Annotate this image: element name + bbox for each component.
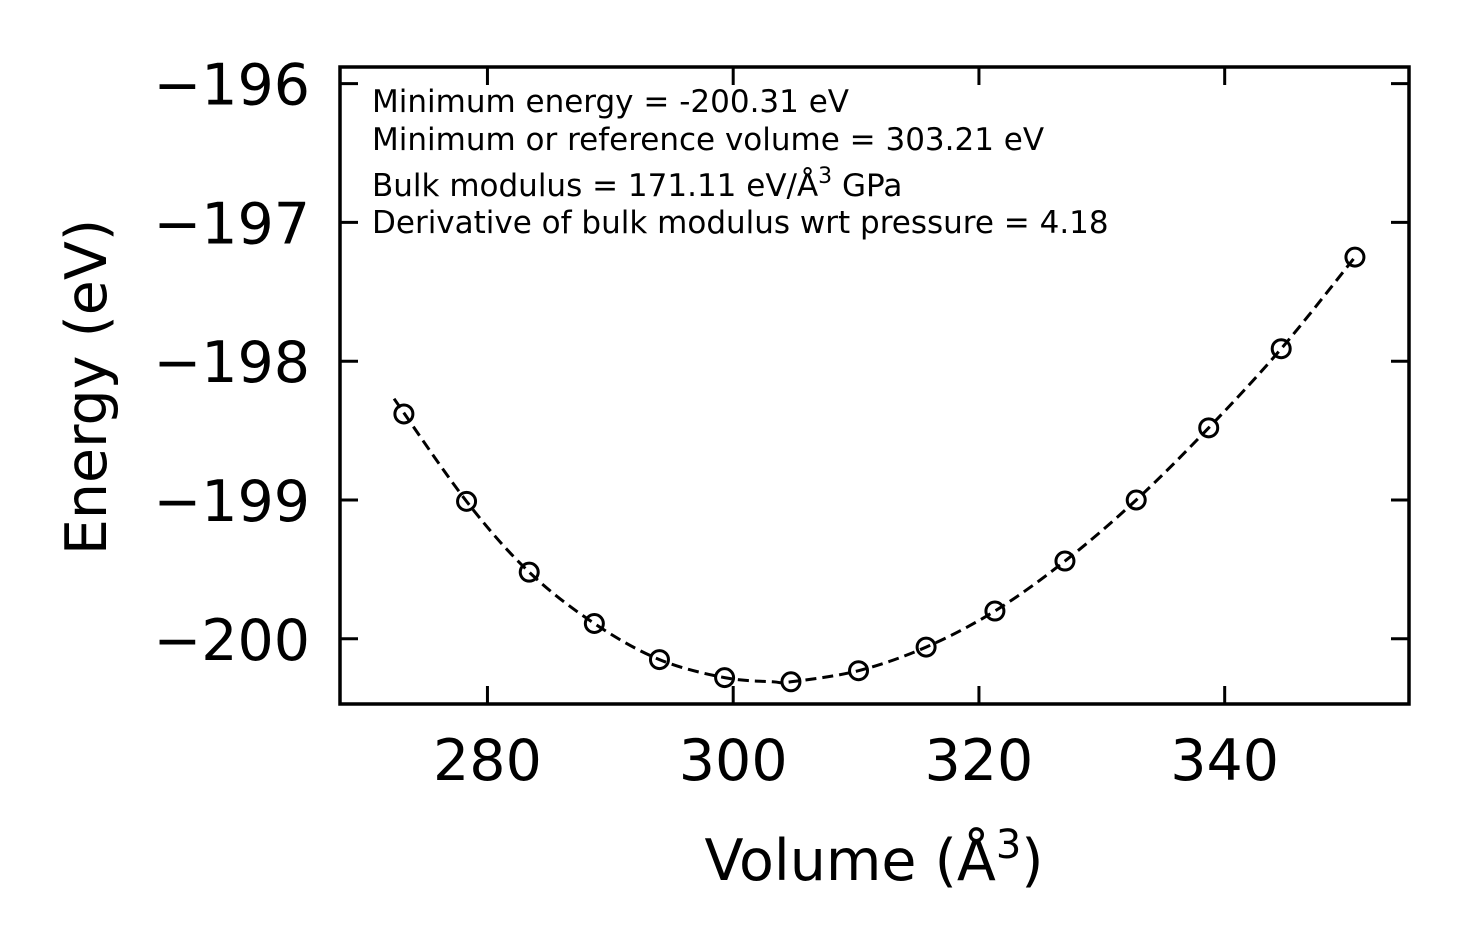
- data-point: [1054, 550, 1076, 572]
- data-point: [583, 613, 605, 635]
- annotation-min-energy: Minimum energy = -200.31 eV: [372, 84, 849, 120]
- x-tick-label: 280: [433, 728, 542, 794]
- y-tick-label: −196: [153, 53, 310, 119]
- data-point: [984, 600, 1006, 622]
- data-point: [915, 636, 937, 658]
- y-tick-label: −197: [153, 191, 310, 257]
- plot-area: [338, 65, 1411, 706]
- x-axis-label: Volume (Å3): [704, 822, 1043, 894]
- y-tick-label: −200: [153, 608, 310, 674]
- data-point: [1344, 246, 1366, 268]
- y-axis-label: Energy (eV): [54, 219, 120, 555]
- data-point: [714, 667, 736, 689]
- fit-curve: [392, 256, 1357, 685]
- data-point: [648, 649, 670, 671]
- plot-frame: [338, 65, 1411, 706]
- data-point: [848, 660, 870, 682]
- data-point: [780, 671, 802, 693]
- data-point: [1198, 417, 1220, 439]
- data-point: [1270, 338, 1292, 360]
- data-point: [518, 561, 540, 583]
- annotation-bulk-modulus: Bulk modulus = 171.11 eV/Å3 GPa: [372, 164, 902, 204]
- y-tick-label: −198: [153, 330, 310, 396]
- data-point: [1125, 489, 1147, 511]
- series-layer: [392, 246, 1366, 693]
- data-point: [393, 403, 415, 425]
- x-tick-label: 320: [925, 728, 1034, 794]
- ticks: [340, 67, 1409, 704]
- annotation-min-volume: Minimum or reference volume = 303.21 eV: [372, 122, 1044, 158]
- x-tick-label: 300: [679, 728, 788, 794]
- y-tick-label: −199: [153, 469, 310, 535]
- annotation-bulk-derivative: Derivative of bulk modulus wrt pressure …: [372, 205, 1109, 241]
- annotation-box: Minimum energy = -200.31 eV Minimum or r…: [372, 84, 1109, 241]
- x-tick-label: 340: [1170, 728, 1279, 794]
- tick-labels: 280 300 320 340 −196 −197 −198 −199 −200: [153, 53, 1279, 794]
- data-point: [456, 490, 478, 512]
